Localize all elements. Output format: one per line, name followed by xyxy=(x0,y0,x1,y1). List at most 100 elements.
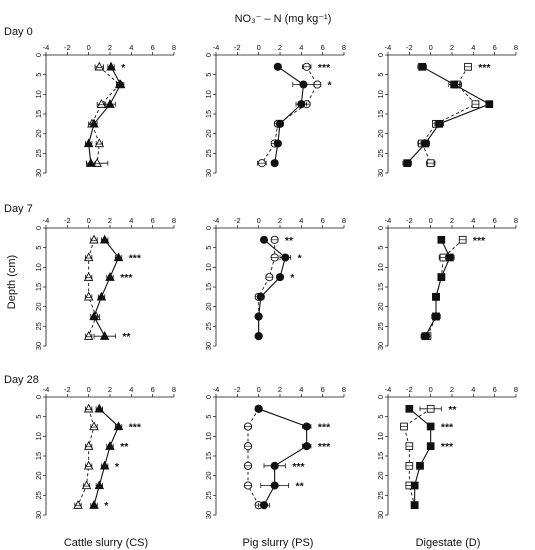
data-point-filled xyxy=(105,272,115,281)
data-point-filled xyxy=(270,481,279,490)
y-tick-label: 10 xyxy=(376,263,385,271)
data-point-filled xyxy=(259,501,269,510)
y-tick-label: 10 xyxy=(204,432,213,440)
x-tick-label: 2 xyxy=(278,43,282,52)
x-tick-label: 4 xyxy=(299,385,303,394)
x-tick-label: -2 xyxy=(64,43,71,52)
x-tick-label: 6 xyxy=(493,216,497,225)
data-point-open xyxy=(94,138,105,148)
data-point-filled xyxy=(421,332,430,341)
y-tick-label: 30 xyxy=(34,169,43,177)
data-point-filled xyxy=(254,332,263,341)
x-tick-label: 4 xyxy=(299,216,303,225)
x-tick-label: 8 xyxy=(514,216,518,225)
row-label-day0: Day 0 xyxy=(4,26,33,38)
data-point-filled xyxy=(254,404,263,413)
y-tick-label: 0 xyxy=(376,53,385,57)
x-tick-label: -4 xyxy=(43,216,50,225)
significance-label: * xyxy=(290,272,295,284)
data-point-filled xyxy=(270,159,279,168)
col-label-cs: Cattle slurry (CS) xyxy=(64,537,148,549)
x-tick-label: -4 xyxy=(213,43,220,52)
data-point-filled xyxy=(416,461,424,470)
x-tick-label: 4 xyxy=(299,43,303,52)
series-line-solid xyxy=(93,408,120,506)
data-point-filled xyxy=(89,500,99,509)
data-point-filled xyxy=(254,312,263,321)
significance-label: ** xyxy=(122,331,131,343)
significance-label: *** xyxy=(441,422,454,434)
significance-label: *** xyxy=(292,461,305,473)
x-tick-label: -4 xyxy=(43,385,50,394)
y-tick-label: 0 xyxy=(34,395,43,399)
row-label-day7: Day 7 xyxy=(4,203,33,215)
x-tick-label: -4 xyxy=(43,43,50,52)
data-point-filled xyxy=(270,461,279,470)
y-tick-label: 0 xyxy=(376,226,385,230)
x-tick-label: 6 xyxy=(321,43,325,52)
significance-label: *** xyxy=(478,62,491,74)
data-point-filled xyxy=(410,501,419,510)
y-tick-label: 20 xyxy=(34,302,43,310)
y-tick-label: 5 xyxy=(204,415,213,419)
data-point-filled xyxy=(403,159,412,168)
y-tick-label: 15 xyxy=(204,452,213,460)
significance-label: * xyxy=(298,253,303,265)
y-tick-label: 30 xyxy=(204,169,213,177)
y-tick-label: 0 xyxy=(376,395,385,399)
y-tick-label: 25 xyxy=(376,491,385,499)
data-point-filled xyxy=(99,234,110,244)
x-tick-label: 0 xyxy=(257,216,261,225)
x-tick-label: -2 xyxy=(406,385,413,394)
series-line-solid xyxy=(274,66,305,164)
y-tick-label: 15 xyxy=(376,110,385,118)
x-tick-label: 6 xyxy=(321,385,325,394)
data-point-filled xyxy=(435,119,444,128)
x-tick-label: -4 xyxy=(213,216,220,225)
data-point-filled xyxy=(275,273,285,282)
y-tick-label: 25 xyxy=(376,322,385,330)
y-tick-label: 5 xyxy=(376,246,385,250)
y-tick-label: 30 xyxy=(204,511,213,519)
data-point-filled xyxy=(432,292,440,301)
x-tick-label: 6 xyxy=(321,216,325,225)
x-tick-label: 0 xyxy=(257,43,261,52)
significance-label: * xyxy=(121,62,126,74)
x-tick-label: 0 xyxy=(87,385,91,394)
x-tick-label: 2 xyxy=(278,385,282,394)
y-tick-label: 15 xyxy=(376,452,385,460)
y-tick-label: 30 xyxy=(34,342,43,350)
y-tick-label: 15 xyxy=(204,283,213,291)
data-point-filled xyxy=(437,235,446,244)
y-tick-label: 30 xyxy=(376,169,385,177)
y-tick-label: 20 xyxy=(376,302,385,310)
x-tick-label: 8 xyxy=(172,385,176,394)
y-tick-label: 5 xyxy=(204,73,213,77)
y-tick-label: 10 xyxy=(34,90,43,98)
data-point-filled xyxy=(450,80,458,89)
y-tick-label: 15 xyxy=(34,452,43,460)
col-label-d: Digestate (D) xyxy=(416,537,481,549)
significance-label: ** xyxy=(120,441,129,453)
x-tick-label: 4 xyxy=(129,216,133,225)
data-point-filled xyxy=(106,61,116,71)
x-tick-label: 2 xyxy=(108,385,112,394)
data-point-filled xyxy=(405,404,414,413)
x-tick-label: 0 xyxy=(429,385,433,394)
x-tick-label: 4 xyxy=(471,385,475,394)
x-tick-label: -4 xyxy=(213,385,220,394)
x-tick-label: -2 xyxy=(234,385,241,394)
panel-6: -4 -2 0 2 4 6 8 0 5 10 15 20 25 30 *** xyxy=(376,216,518,350)
data-point-filled xyxy=(426,442,435,451)
y-tick-label: 30 xyxy=(376,342,385,350)
y-tick-label: 25 xyxy=(34,149,43,157)
data-point-open xyxy=(96,99,107,108)
data-point-filled xyxy=(113,421,124,431)
significance-label: *** xyxy=(318,62,331,74)
y-tick-label: 5 xyxy=(34,415,43,419)
y-tick-label: 5 xyxy=(376,415,385,419)
y-tick-label: 30 xyxy=(34,511,43,519)
